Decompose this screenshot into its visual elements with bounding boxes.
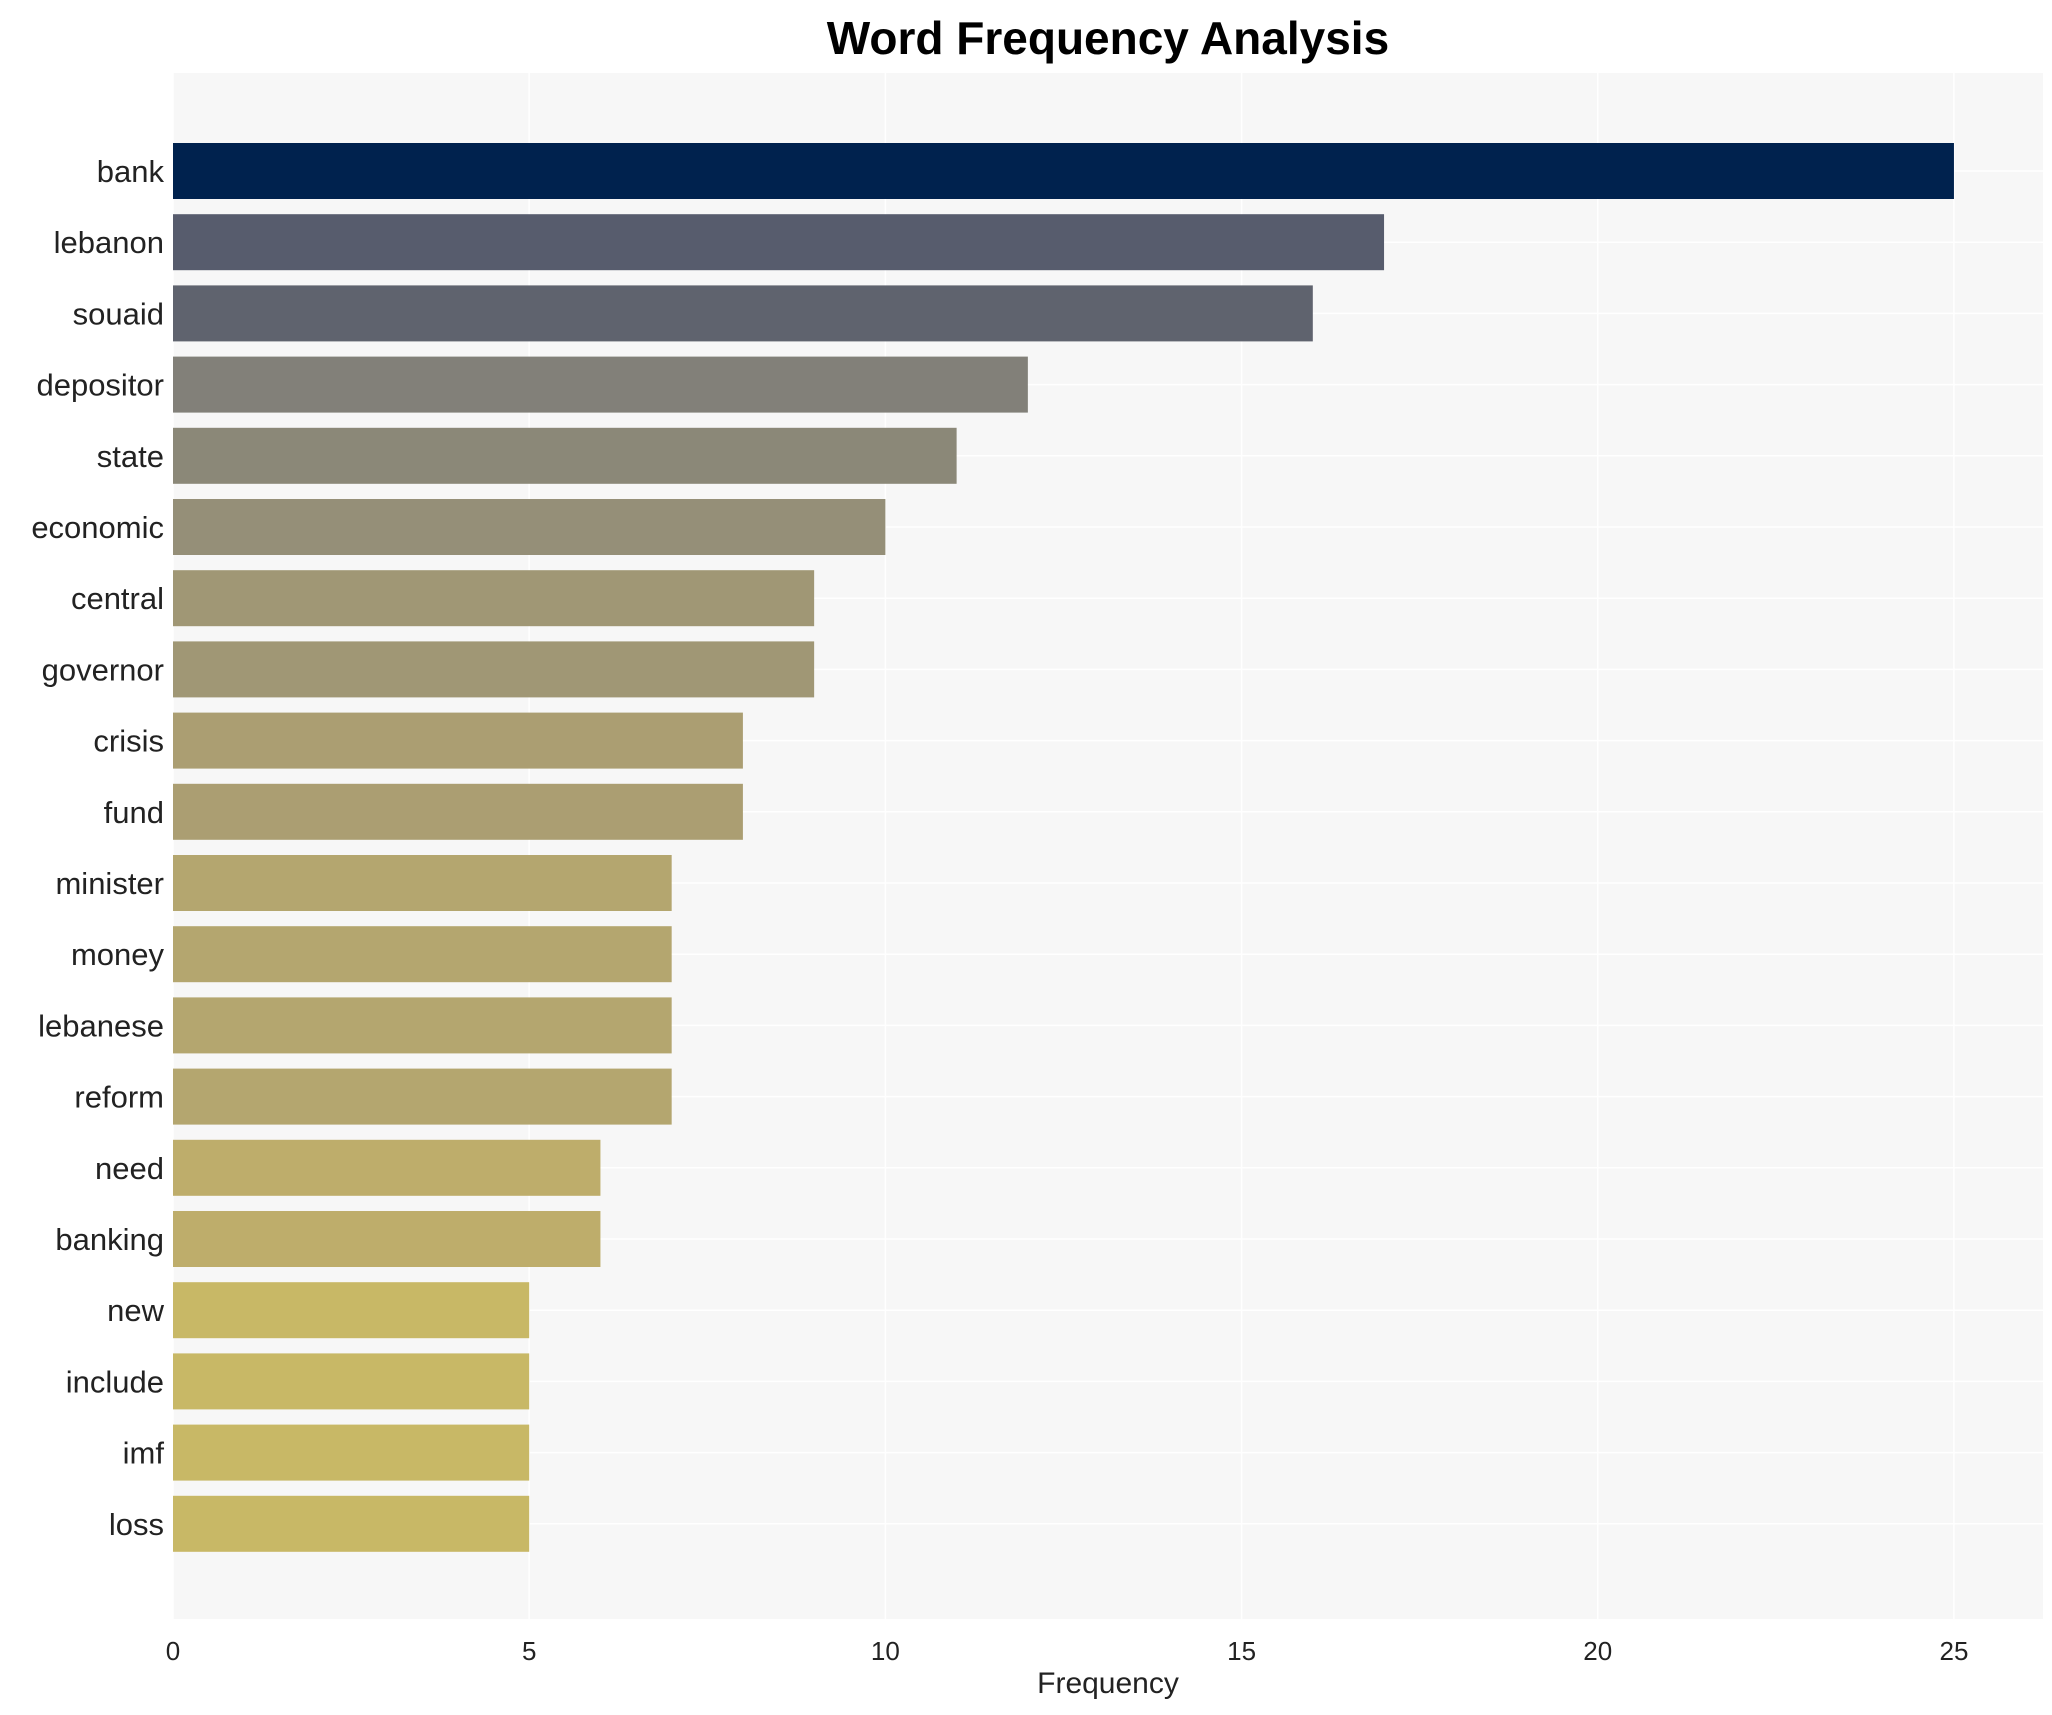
bar-lebanon: [173, 214, 1385, 271]
y-tick-label-minister: minister: [55, 866, 164, 901]
x-tick-label-4: 20: [1583, 1636, 1612, 1666]
bar-governor: [173, 641, 815, 698]
y-tick-label-governor: governor: [42, 652, 164, 687]
y-tick-label-crisis: crisis: [93, 724, 164, 759]
chart-title: Word Frequency Analysis: [827, 12, 1389, 64]
bar-central: [173, 570, 815, 627]
bar-banking: [173, 1211, 601, 1267]
y-tick-label-economic: economic: [31, 510, 164, 545]
y-tick-label-state: state: [97, 439, 164, 474]
y-tick-label-souaid: souaid: [73, 296, 164, 331]
x-tick-label-5: 25: [1939, 1636, 1968, 1666]
y-tick-label-lebanese: lebanese: [38, 1008, 164, 1043]
bar-reform: [173, 1068, 672, 1125]
bar-depositor: [173, 356, 1028, 413]
y-tick-label-depositor: depositor: [36, 368, 164, 403]
y-tick-label-imf: imf: [123, 1436, 165, 1471]
y-tick-label-banking: banking: [55, 1222, 164, 1257]
x-tick-label-2: 10: [871, 1636, 900, 1666]
bar-lebanese: [173, 997, 672, 1054]
y-tick-label-central: central: [71, 581, 164, 616]
bar-state: [173, 427, 957, 484]
bar-need: [173, 1139, 601, 1196]
bars: [173, 143, 1954, 1552]
bar-souaid: [173, 285, 1313, 342]
x-tick-label-0: 0: [166, 1636, 180, 1666]
bar-economic: [173, 499, 886, 555]
bar-loss: [173, 1495, 530, 1552]
bar-crisis: [173, 712, 743, 769]
y-tick-label-fund: fund: [104, 795, 164, 830]
y-tick-label-loss: loss: [109, 1507, 164, 1542]
bar-bank: [173, 143, 1954, 199]
y-tick-label-need: need: [95, 1151, 164, 1186]
x-axis-label: Frequency: [1037, 1667, 1179, 1700]
y-tick-label-bank: bank: [97, 154, 165, 189]
bar-fund: [173, 783, 743, 840]
bar-new: [173, 1282, 530, 1339]
y-tick-label-new: new: [107, 1293, 164, 1328]
x-axis-ticks: 0 5 10 15 20 25: [166, 1636, 1969, 1666]
y-tick-label-include: include: [66, 1364, 164, 1399]
y-axis-labels: bank lebanon souaid depositor state economic c…: [31, 154, 164, 1542]
bar-money: [173, 926, 672, 983]
bar-minister: [173, 855, 672, 911]
x-tick-label-1: 5: [522, 1636, 536, 1666]
x-tick-label-3: 15: [1227, 1636, 1256, 1666]
bar-imf: [173, 1424, 530, 1481]
bar-include: [173, 1353, 530, 1410]
y-tick-label-money: money: [71, 937, 165, 972]
y-tick-label-lebanon: lebanon: [54, 225, 164, 260]
y-tick-label-reform: reform: [74, 1080, 164, 1115]
